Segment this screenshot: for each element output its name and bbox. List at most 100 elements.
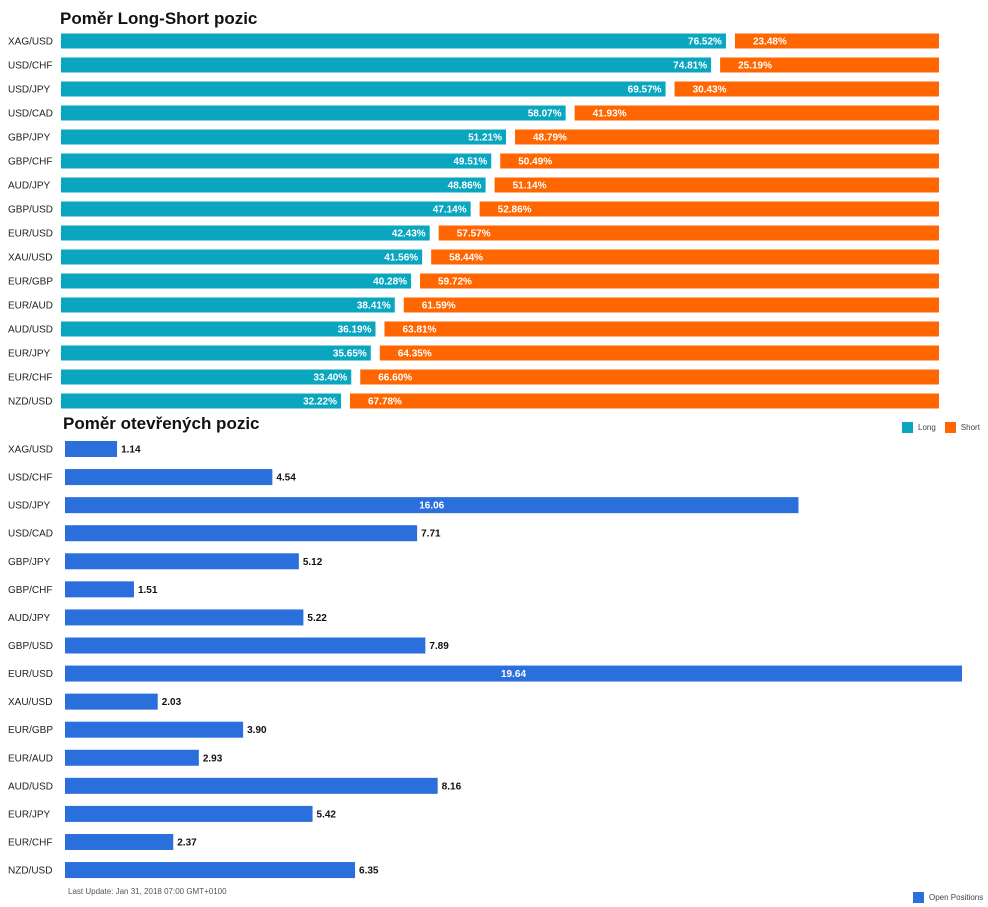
short-value-label: 50.49% bbox=[518, 157, 552, 168]
long-bar-eur-chf bbox=[61, 369, 352, 385]
open-positions-bar-aud-jpy bbox=[65, 609, 304, 626]
legend-short-label: Short bbox=[960, 423, 980, 432]
category-label-eur-jpy: EUR/JPY bbox=[8, 349, 51, 360]
category-label-gbp-jpy: GBP/JPY bbox=[8, 133, 51, 144]
long-bar-usd-chf bbox=[61, 57, 712, 73]
open-positions-value-label: 5.22 bbox=[307, 613, 327, 624]
short-value-label: 63.81% bbox=[402, 325, 436, 336]
open-positions-value-label: 19.64 bbox=[501, 669, 526, 680]
open-category-label-xag-usd: XAG/USD bbox=[8, 445, 53, 456]
legend-open-positions-label: Open Positions bbox=[929, 893, 984, 902]
long-value-label: 36.19% bbox=[338, 325, 372, 336]
open-positions-value-label: 5.42 bbox=[317, 809, 337, 820]
short-value-label: 66.60% bbox=[378, 373, 412, 384]
open-category-label-eur-gbp: EUR/GBP bbox=[8, 725, 53, 736]
open-category-label-aud-usd: AUD/USD bbox=[8, 781, 53, 792]
open-positions-value-label: 2.03 bbox=[162, 697, 182, 708]
short-value-label: 61.59% bbox=[422, 301, 456, 312]
open-category-label-eur-chf: EUR/CHF bbox=[8, 837, 52, 848]
open-category-label-gbp-jpy: GBP/JPY bbox=[8, 557, 51, 568]
category-label-aud-usd: AUD/USD bbox=[8, 325, 53, 336]
long-bar-nzd-usd bbox=[61, 393, 341, 409]
open-positions-value-label: 5.12 bbox=[303, 557, 323, 568]
short-value-label: 52.86% bbox=[498, 205, 532, 216]
open-positions-value-label: 16.06 bbox=[419, 501, 444, 512]
short-value-label: 58.44% bbox=[449, 253, 483, 264]
open-positions-value-label: 1.51 bbox=[138, 585, 158, 596]
open-positions-bar-eur-chf bbox=[65, 833, 174, 850]
long-value-label: 41.56% bbox=[384, 253, 418, 264]
open-positions-value-label: 7.71 bbox=[421, 529, 441, 540]
open-positions-bar-eur-aud bbox=[65, 749, 199, 766]
category-label-usd-chf: USD/CHF bbox=[8, 61, 52, 72]
short-bar-xau-usd bbox=[431, 249, 939, 265]
long-value-label: 74.81% bbox=[673, 61, 707, 72]
short-bar-eur-usd bbox=[438, 225, 939, 241]
long-value-label: 47.14% bbox=[433, 205, 467, 216]
last-update-text: Last Update: Jan 31, 2018 07:00 GMT+0100 bbox=[68, 887, 227, 896]
open-positions-value-label: 7.89 bbox=[429, 641, 449, 652]
long-bar-eur-aud bbox=[61, 297, 395, 313]
category-label-xau-usd: XAU/USD bbox=[8, 253, 52, 264]
short-bar-aud-jpy bbox=[494, 177, 939, 193]
long-bar-aud-usd bbox=[61, 321, 376, 337]
category-label-xag-usd: XAG/USD bbox=[8, 37, 53, 48]
open-positions-chart-title: Poměr otevřených pozic bbox=[63, 414, 260, 433]
open-positions-bar-usd-cad bbox=[65, 525, 418, 542]
open-positions-bar-gbp-chf bbox=[65, 581, 134, 598]
short-bar-eur-gbp bbox=[420, 273, 939, 289]
long-bar-xau-usd bbox=[61, 249, 423, 265]
category-label-usd-cad: USD/CAD bbox=[8, 109, 53, 120]
short-bar-gbp-jpy bbox=[515, 129, 939, 145]
short-value-label: 48.79% bbox=[533, 133, 567, 144]
long-value-label: 49.51% bbox=[453, 157, 487, 168]
short-bar-eur-jpy bbox=[379, 345, 940, 361]
open-positions-value-label: 3.90 bbox=[247, 725, 267, 736]
short-bar-nzd-usd bbox=[349, 393, 939, 409]
long-bar-aud-jpy bbox=[61, 177, 486, 193]
open-category-label-xau-usd: XAU/USD bbox=[8, 697, 52, 708]
short-bar-eur-aud bbox=[403, 297, 939, 313]
short-value-label: 30.43% bbox=[693, 85, 727, 96]
open-positions-value-label: 4.54 bbox=[276, 473, 296, 484]
open-positions-bar-usd-chf bbox=[65, 469, 273, 486]
open-positions-value-label: 8.16 bbox=[442, 781, 462, 792]
short-bar-usd-jpy bbox=[674, 81, 939, 97]
long-bar-gbp-usd bbox=[61, 201, 471, 217]
long-value-label: 35.65% bbox=[333, 349, 367, 360]
open-category-label-gbp-chf: GBP/CHF bbox=[8, 585, 52, 596]
open-positions-bar-usd-jpy bbox=[65, 497, 799, 514]
open-positions-bar-nzd-usd bbox=[65, 862, 356, 879]
open-category-label-aud-jpy: AUD/JPY bbox=[8, 613, 51, 624]
open-category-label-nzd-usd: NZD/USD bbox=[8, 866, 52, 877]
long-bar-gbp-chf bbox=[61, 153, 492, 169]
short-value-label: 57.57% bbox=[457, 229, 491, 240]
long-bar-eur-jpy bbox=[61, 345, 371, 361]
long-value-label: 40.28% bbox=[373, 277, 407, 288]
short-value-label: 23.48% bbox=[753, 37, 787, 48]
open-positions-bar-xag-usd bbox=[65, 441, 118, 457]
short-value-label: 25.19% bbox=[738, 61, 772, 72]
short-bar-usd-cad bbox=[574, 105, 939, 121]
short-value-label: 51.14% bbox=[513, 181, 547, 192]
short-value-label: 67.78% bbox=[368, 397, 402, 408]
short-value-label: 64.35% bbox=[398, 349, 432, 360]
category-label-gbp-chf: GBP/CHF bbox=[8, 157, 52, 168]
long-value-label: 48.86% bbox=[448, 181, 482, 192]
long-bar-usd-jpy bbox=[61, 81, 666, 97]
long-value-label: 76.52% bbox=[688, 37, 722, 48]
open-positions-bar-aud-usd bbox=[65, 777, 438, 794]
long-bar-eur-gbp bbox=[61, 273, 412, 289]
open-positions-bar-eur-gbp bbox=[65, 721, 244, 738]
category-label-aud-jpy: AUD/JPY bbox=[8, 181, 51, 192]
short-bar-gbp-usd bbox=[479, 201, 939, 217]
open-positions-bar-eur-jpy bbox=[65, 805, 313, 822]
long-bar-gbp-jpy bbox=[61, 129, 507, 145]
legend-long-label: Long bbox=[918, 423, 936, 432]
category-label-eur-aud: EUR/AUD bbox=[8, 301, 53, 312]
long-value-label: 38.41% bbox=[357, 301, 391, 312]
legend-long-swatch bbox=[902, 422, 913, 433]
long-bar-eur-usd bbox=[61, 225, 430, 241]
category-label-eur-chf: EUR/CHF bbox=[8, 373, 52, 384]
long-value-label: 33.40% bbox=[313, 373, 347, 384]
